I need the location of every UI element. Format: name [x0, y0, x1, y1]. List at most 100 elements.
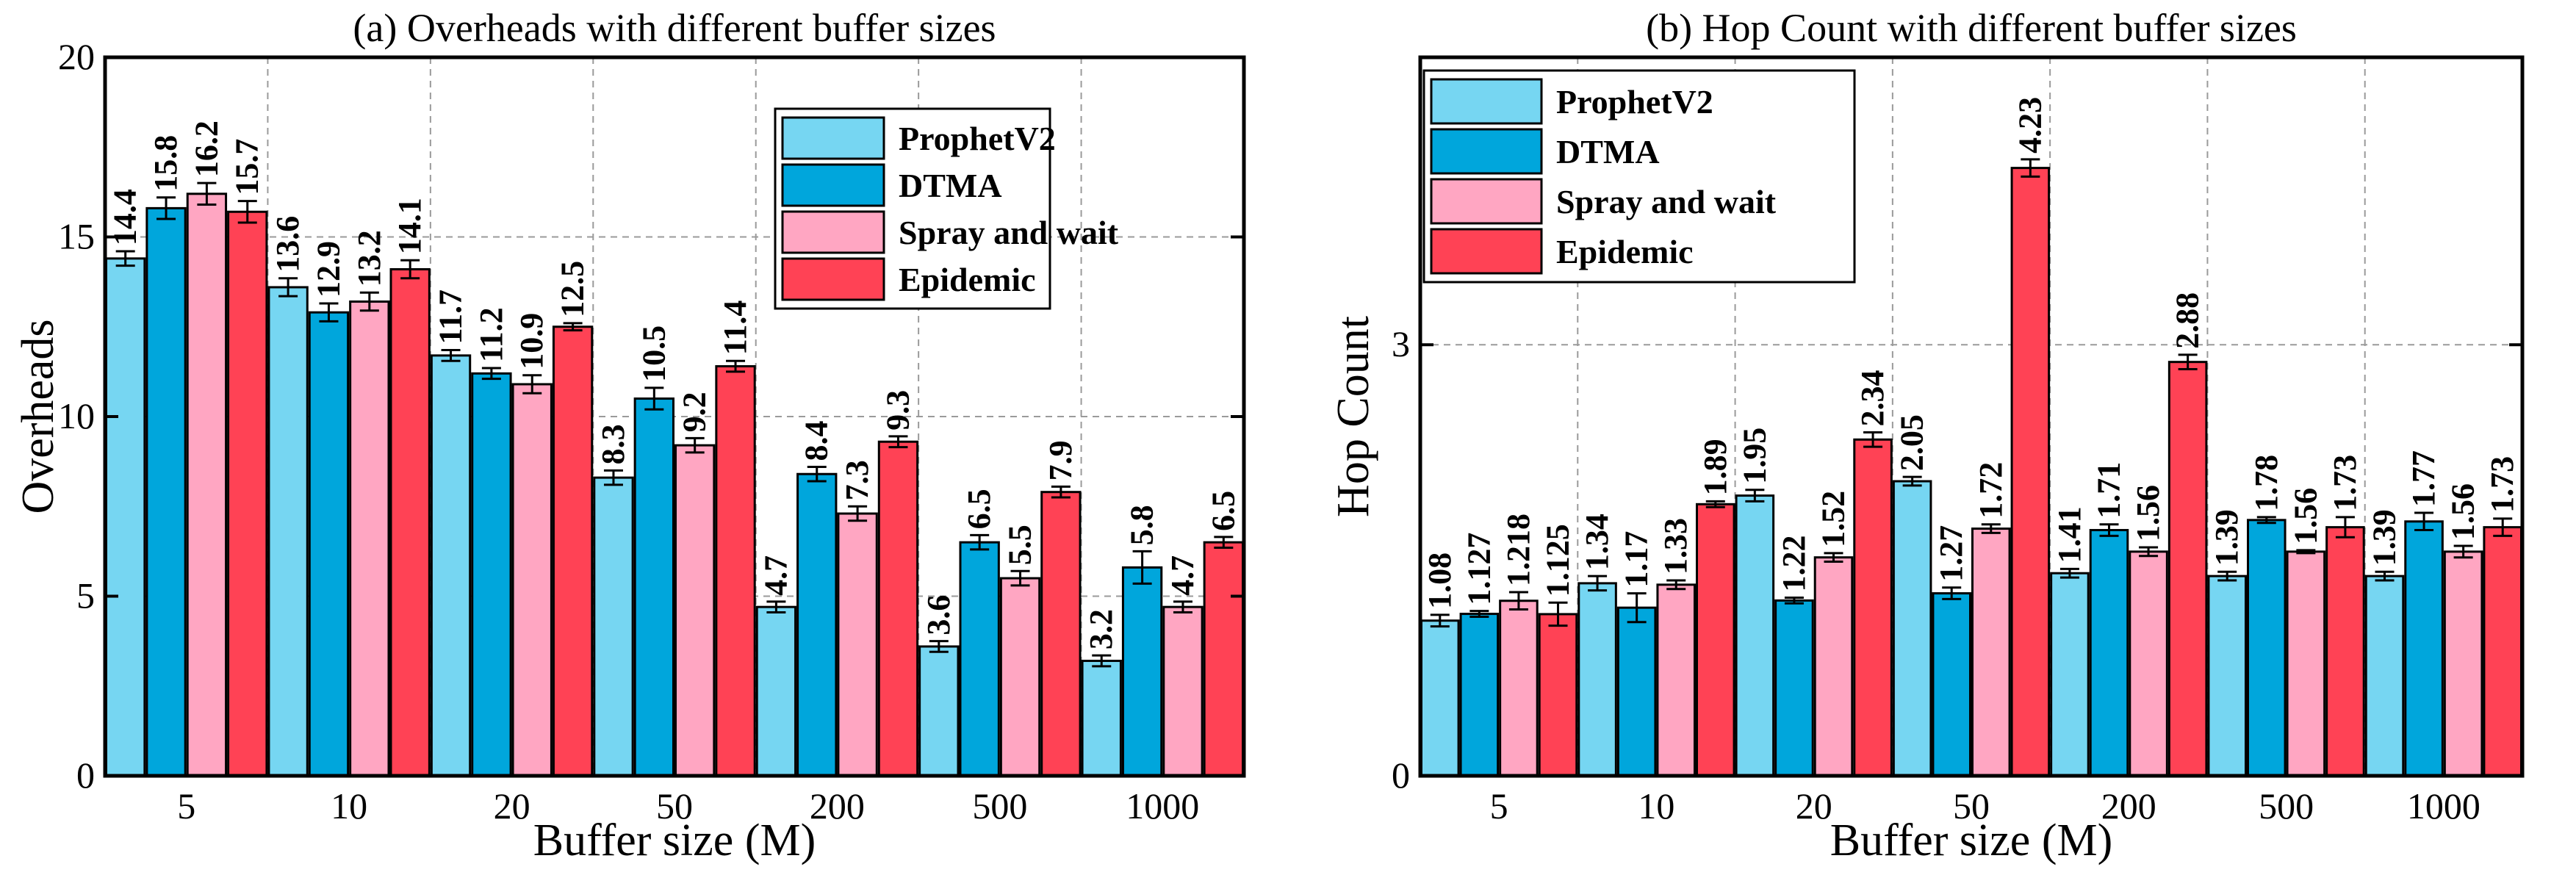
data-label: 12.5: [555, 261, 591, 317]
series-epidemic: 1.125 1.89 2.34 4.23 2.88 1.73 1.73: [1538, 97, 2522, 777]
data-label: 1.78: [2248, 455, 2284, 511]
bar: [552, 325, 594, 777]
x-tick-label: 500: [972, 785, 1027, 827]
data-label: 1.77: [2406, 450, 2442, 507]
data-label: 1.218: [1500, 514, 1536, 586]
x-tick-label: 500: [2259, 785, 2314, 827]
data-label: 1.39: [2209, 509, 2245, 566]
legend: ProphetV2 DTMA Spray and wait Epidemic: [1422, 69, 1856, 284]
data-label: 8.4: [799, 420, 835, 461]
bar: [1932, 592, 1971, 777]
bar: [1656, 583, 1696, 777]
legend-swatch: [1430, 78, 1543, 125]
x-tick-label: 5: [177, 785, 195, 827]
bar: [267, 286, 309, 777]
data-label: 13.6: [270, 216, 306, 273]
legend-swatch: [781, 257, 885, 301]
bar: [1971, 527, 2011, 777]
data-label: 1.71: [2091, 462, 2127, 519]
bar: [633, 397, 675, 777]
data-label: 1.73: [2327, 455, 2363, 511]
y-axis-label: Overheads: [13, 319, 63, 514]
legend: ProphetV2 DTMA Spray and wait Epidemic: [774, 107, 1119, 310]
x-tick-label: 1000: [1126, 785, 1199, 827]
data-label: 1.56: [2445, 483, 2481, 540]
bar: [1735, 494, 1775, 777]
data-label: 1.39: [2367, 509, 2403, 566]
legend-label: Spray and wait: [1556, 183, 1777, 220]
bar: [2167, 361, 2208, 777]
data-label: 6.5: [1205, 491, 1241, 531]
data-label: 4.7: [1165, 555, 1201, 596]
x-tick-label: 20: [1796, 785, 1832, 827]
bar: [2286, 550, 2326, 777]
data-label: 10.9: [514, 313, 550, 370]
legend-label: ProphetV2: [1556, 83, 1713, 120]
bar: [430, 354, 472, 777]
data-label: 1.95: [1736, 428, 1772, 484]
bar: [877, 440, 919, 777]
legend-swatch: [1430, 228, 1543, 275]
data-label: 1.56: [2130, 485, 2166, 541]
bar: [1081, 660, 1122, 777]
x-tick-label: 20: [494, 785, 530, 827]
x-axis-label: Buffer size (M): [1830, 815, 2113, 865]
data-label: 15.8: [148, 135, 184, 192]
legend-label: Epidemic: [899, 261, 1036, 298]
legend-label: ProphetV2: [899, 120, 1056, 157]
data-label: 12.9: [310, 241, 346, 298]
x-axis-label: Buffer size (M): [533, 815, 816, 865]
data-label: 1.56: [2287, 488, 2323, 544]
bar: [2050, 572, 2090, 777]
data-label: 7.9: [1043, 440, 1079, 480]
data-label: 14.1: [392, 198, 428, 254]
bar: [1499, 599, 1539, 777]
series-spray-and-wait: 16.2 13.2 10.9 9.2 7.3 5.5 4.7: [186, 120, 1204, 777]
bar: [1892, 480, 1932, 777]
plot-frame: [1418, 55, 2525, 778]
bar: [1040, 491, 1082, 777]
bar: [1420, 619, 1460, 777]
bar: [999, 577, 1041, 777]
bar: [2404, 520, 2444, 777]
bar: [349, 300, 390, 777]
data-label: 9.2: [677, 392, 713, 432]
data-label: 11.7: [433, 289, 469, 345]
data-label: 8.3: [595, 424, 631, 464]
data-label: 16.2: [188, 120, 224, 177]
data-label: 1.17: [1619, 531, 1655, 588]
bar: [471, 372, 512, 777]
data-label: 1.125: [1540, 524, 1576, 597]
legend-swatch: [1430, 128, 1543, 175]
data-label: 1.72: [1973, 462, 2009, 519]
bar: [2010, 167, 2051, 777]
legend-label: Spray and wait: [899, 214, 1119, 251]
data-label: 1.34: [1579, 514, 1615, 570]
legend-swatch: [1430, 178, 1543, 225]
chart-overheads: (a) Overheads with different buffer size…: [13, 6, 1246, 865]
legend-label: Epidemic: [1556, 233, 1694, 270]
data-label: 1.08: [1422, 552, 1458, 609]
bar: [1538, 613, 1578, 777]
data-label: 5.5: [1002, 525, 1038, 565]
series-prophetv2: 1.08 1.34 1.95 2.05 1.41 1.39 1.39: [1420, 414, 2405, 777]
data-label: 1.127: [1461, 533, 1497, 605]
x-tick-label: 5: [1490, 785, 1508, 827]
legend-label: DTMA: [899, 167, 1002, 204]
legend-swatch: [781, 163, 885, 207]
data-label: 13.2: [351, 230, 387, 287]
bar: [2483, 526, 2522, 777]
legend-label: DTMA: [1556, 133, 1660, 170]
data-label: 10.5: [636, 325, 672, 382]
bar: [959, 541, 1000, 777]
y-tick-label: 0: [1392, 755, 1410, 796]
data-label: 3.6: [921, 595, 957, 635]
chart-title: (b) Hop Count with different buffer size…: [1646, 6, 2297, 50]
bar: [2325, 526, 2365, 777]
bar: [2364, 575, 2405, 777]
data-label: 9.3: [879, 390, 915, 431]
bar: [796, 472, 838, 777]
bar: [511, 383, 553, 777]
bar: [105, 257, 146, 777]
